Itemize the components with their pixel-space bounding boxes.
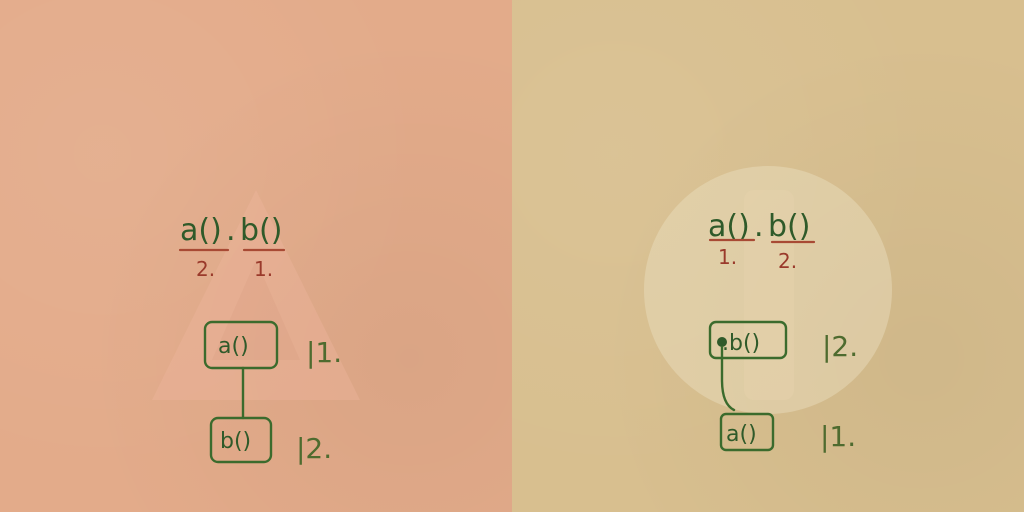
rank-top: |2. [822,330,858,363]
order-under-a: 2. [196,257,215,281]
node-box-bottom [209,416,273,464]
node-bottom-label: a() [726,422,757,447]
expr-dot: . [754,209,764,244]
rank-bottom: |1. [820,420,856,453]
right-diagram: a() . b() 1. 2. .b() a() |2. |1. [644,166,892,453]
right-panel: a() . b() 1. 2. .b() a() |2. |1. [512,0,1024,512]
order-under-b: 2. [778,249,797,273]
expr-call-b: b() [768,209,810,244]
node-bottom-label: b() [220,429,251,454]
paper-texture [0,0,512,512]
left-panel: a() . b() 2. 1. a() b() |1. |2. [0,0,512,512]
order-under-a: 1. [718,245,737,269]
node-box-top [203,320,279,370]
node-box-bottom [719,412,775,452]
rank-bottom: |2. [296,432,332,465]
node-top-label: a() [218,334,249,359]
rank-top: |1. [306,336,342,369]
order-under-b: 1. [254,257,273,281]
expr-call-a: a() [708,209,750,244]
tree-edge [720,345,736,412]
node-top-label: .b() [722,331,760,356]
left-diagram: a() . b() 2. 1. a() b() |1. |2. [178,213,343,465]
expr-dot: . [226,213,236,248]
expr-call-b: b() [240,213,282,248]
expr-call-a: a() [180,213,222,248]
node-dot [717,337,727,347]
node-box-top [708,320,788,360]
paper-texture [512,0,1024,512]
circle-watermark [644,166,892,414]
